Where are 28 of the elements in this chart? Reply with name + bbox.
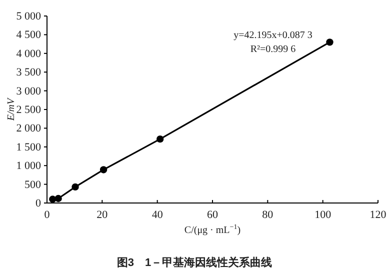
- y-tick-label: 4 000: [16, 48, 42, 60]
- y-tick-label: 0: [36, 198, 42, 210]
- point: [54, 194, 62, 202]
- y-tick-label: 1 500: [16, 141, 42, 154]
- x-tick-label: 0: [44, 209, 50, 221]
- y-tick-label: 1 000: [16, 160, 42, 172]
- text: 图3 1－甲基海因线性关系曲线: [116, 256, 272, 269]
- x-tick-label: 120: [370, 209, 387, 221]
- y-tick-label: 2 500: [16, 104, 42, 116]
- point: [72, 183, 79, 191]
- x-tick-label: 100: [314, 209, 332, 221]
- y-tick-label: 2 000: [16, 122, 42, 135]
- point: [100, 166, 108, 174]
- annotation: R²=0.999 6: [250, 44, 296, 55]
- x-tick-label: 20: [96, 209, 108, 221]
- x-tick-label: 80: [262, 209, 274, 221]
- y-tick-label: 3 500: [16, 66, 42, 79]
- y-tick-label: 4 500: [16, 29, 42, 42]
- y-tick-label: 3 000: [16, 85, 42, 98]
- y-tick-label: 5 000: [16, 10, 42, 22]
- annotation: y=42.195x+0.087 3: [234, 30, 312, 41]
- point: [156, 135, 164, 143]
- x-tick-label: 40: [152, 209, 164, 221]
- y-axis-title: E/mV: [6, 96, 17, 122]
- point: [326, 38, 334, 46]
- x-axis-title: C/(μg · mL$^{−1}$): [184, 223, 241, 236]
- x-tick-label: 60: [207, 209, 218, 221]
- y-tick-label: 500: [24, 178, 42, 191]
